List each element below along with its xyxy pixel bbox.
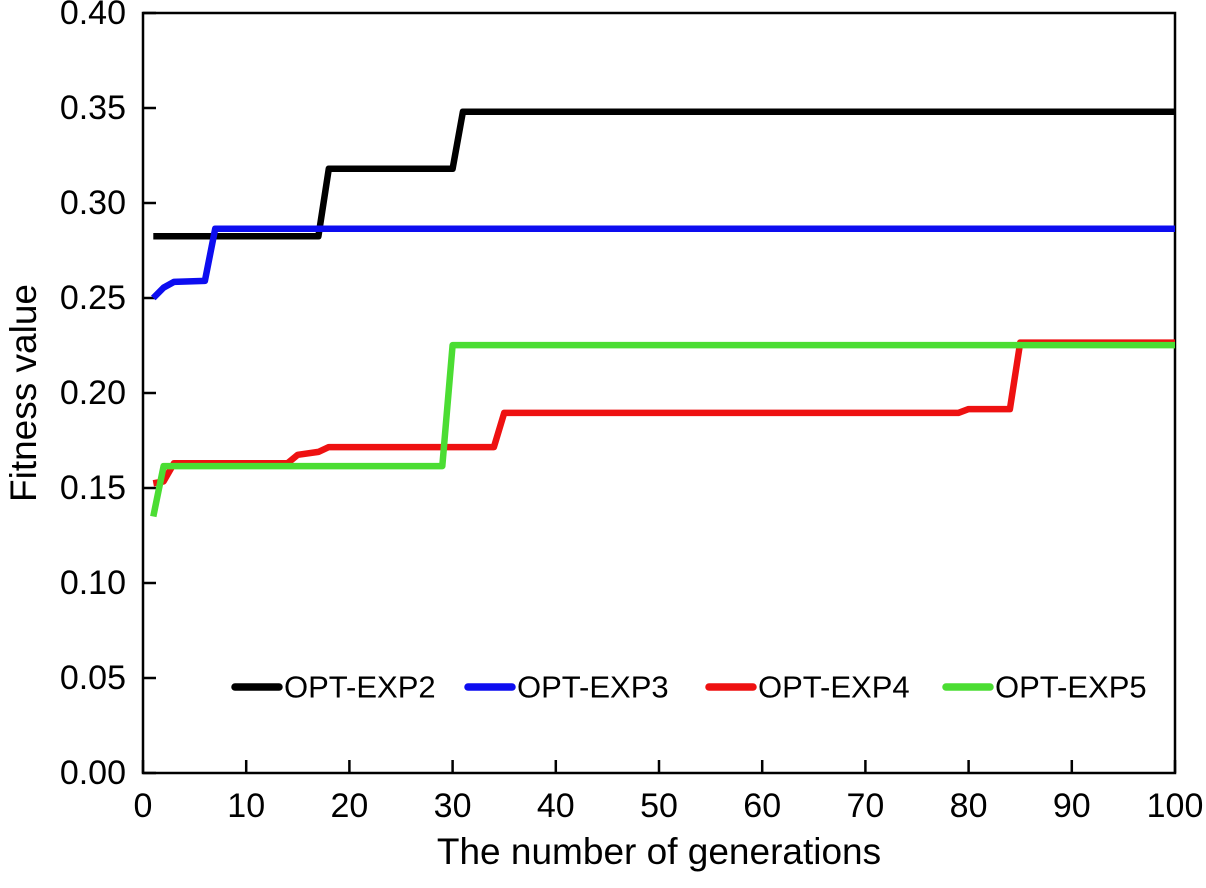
x-tick-label: 100 — [1147, 787, 1204, 825]
y-tick-label: 0.05 — [60, 659, 126, 697]
y-tick-label: 0.00 — [60, 754, 126, 792]
x-tick-label: 60 — [743, 787, 781, 825]
x-tick-label: 10 — [227, 787, 265, 825]
y-axis-title: Fitness value — [3, 284, 44, 502]
x-tick-label: 0 — [134, 787, 153, 825]
series-line-opt-exp2 — [153, 108, 1175, 240]
y-tick-label: 0.20 — [60, 374, 126, 412]
legend-label-opt-exp4: OPT-EXP4 — [758, 670, 910, 705]
x-axis-title: The number of generations — [437, 831, 881, 872]
y-tick-label: 0.10 — [60, 564, 126, 602]
x-tick-label: 70 — [846, 787, 884, 825]
legend-label-opt-exp5: OPT-EXP5 — [995, 670, 1147, 705]
y-tick-label: 0.35 — [60, 89, 126, 127]
y-tick-label: 0.30 — [60, 184, 126, 222]
series-line-opt-exp5 — [150, 341, 1175, 518]
y-tick-label: 0.25 — [60, 279, 126, 317]
y-tick-label: 0.15 — [60, 469, 126, 507]
x-tick-label: 80 — [950, 787, 988, 825]
legend-label-opt-exp3: OPT-EXP3 — [517, 670, 669, 705]
x-tick-label: 90 — [1053, 787, 1091, 825]
x-tick-label: 30 — [434, 787, 472, 825]
legend-label-opt-exp2: OPT-EXP2 — [284, 670, 436, 705]
series-line-opt-exp3 — [150, 225, 1175, 301]
x-tick-label: 40 — [537, 787, 575, 825]
x-tick-label: 50 — [640, 787, 678, 825]
y-tick-label: 0.40 — [60, 0, 126, 32]
x-tick-label: 20 — [330, 787, 368, 825]
